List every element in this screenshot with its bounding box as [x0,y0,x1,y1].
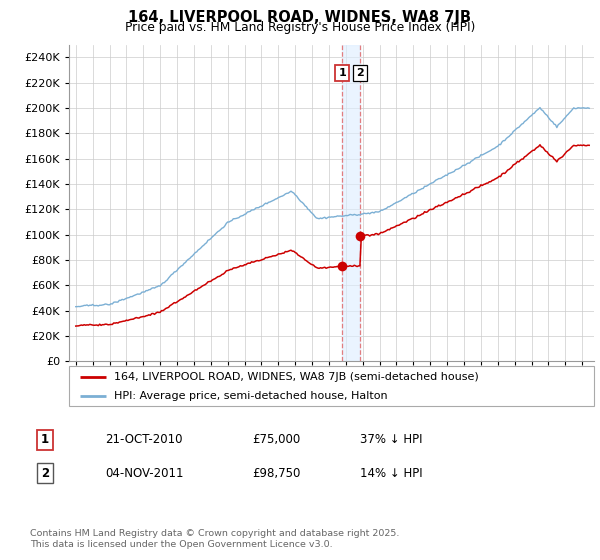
Text: 37% ↓ HPI: 37% ↓ HPI [360,433,422,446]
Text: 1: 1 [41,433,49,446]
Text: 04-NOV-2011: 04-NOV-2011 [105,466,184,480]
Bar [343,45,360,361]
Text: 2: 2 [356,68,364,78]
Text: 21-OCT-2010: 21-OCT-2010 [105,433,182,446]
Text: 164, LIVERPOOL ROAD, WIDNES, WA8 7JB (semi-detached house): 164, LIVERPOOL ROAD, WIDNES, WA8 7JB (se… [113,372,478,382]
Text: Contains HM Land Registry data © Crown copyright and database right 2025.
This d: Contains HM Land Registry data © Crown c… [30,529,400,549]
Text: £98,750: £98,750 [252,466,301,480]
Text: 164, LIVERPOOL ROAD, WIDNES, WA8 7JB: 164, LIVERPOOL ROAD, WIDNES, WA8 7JB [128,10,472,25]
Text: 1: 1 [338,68,346,78]
Text: 2: 2 [41,466,49,480]
Text: £75,000: £75,000 [252,433,300,446]
Text: HPI: Average price, semi-detached house, Halton: HPI: Average price, semi-detached house,… [113,391,387,401]
Text: 14% ↓ HPI: 14% ↓ HPI [360,466,422,480]
Text: Price paid vs. HM Land Registry's House Price Index (HPI): Price paid vs. HM Land Registry's House … [125,21,475,34]
